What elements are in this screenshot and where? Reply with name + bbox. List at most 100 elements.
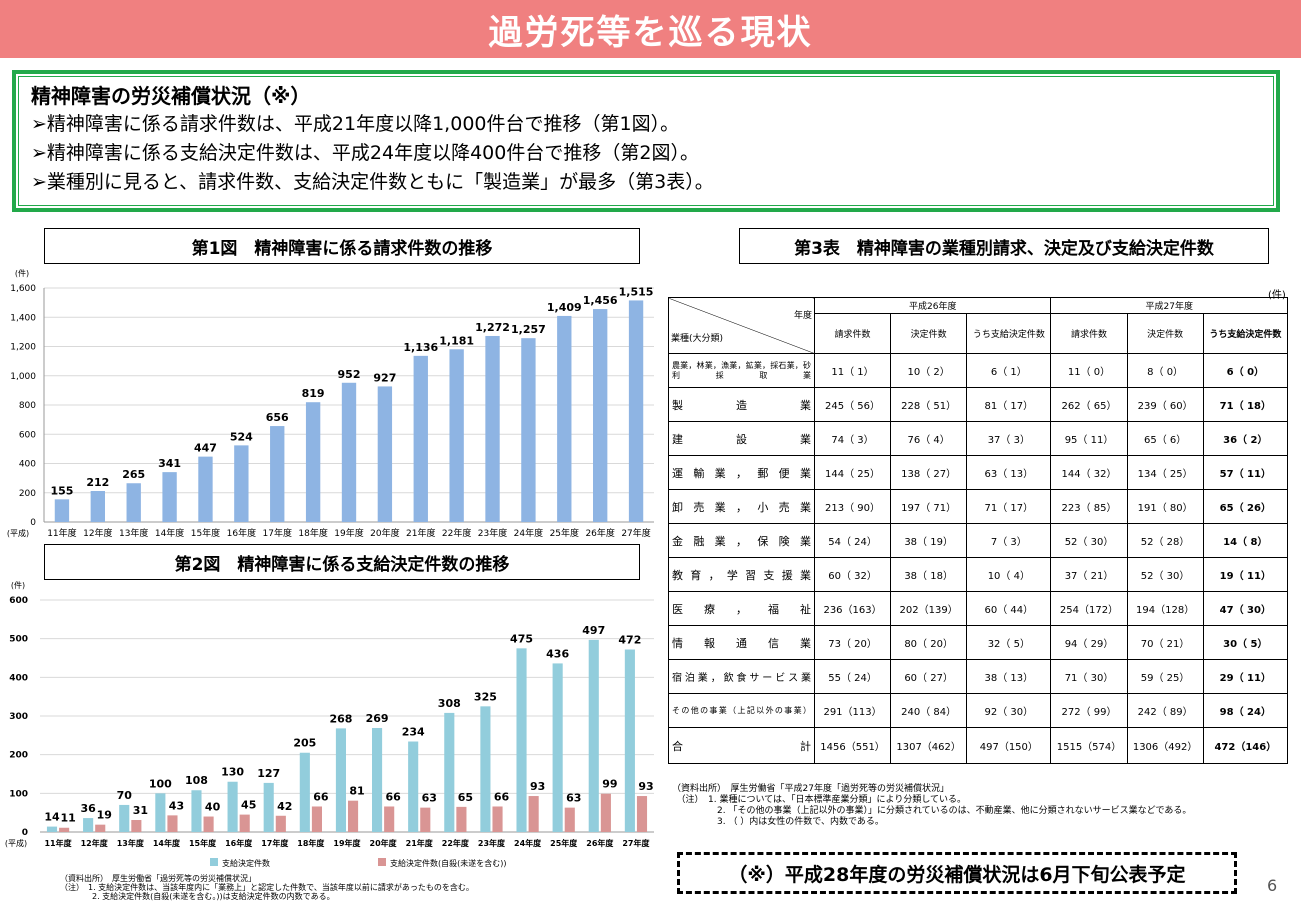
bar-series2	[528, 796, 539, 832]
table-cell: 11（ 0）	[1050, 353, 1128, 388]
y-tick-label: 200	[9, 751, 28, 761]
x-tick-label: 13年度	[119, 527, 148, 539]
legend-label: 支給決定件数(自殺(未遂を含む))	[390, 858, 506, 868]
table-cell: 建設業	[668, 421, 815, 456]
x-tick-label: 17年度	[263, 527, 292, 539]
bar-series2	[59, 827, 70, 832]
table-cell: 請求件数	[813, 313, 892, 354]
table-row: 運輸業，郵便業 144（ 25） 138（ 27） 63（ 13） 144（ 32） 13…	[668, 455, 1289, 490]
data-label: 927	[373, 371, 396, 384]
data-label: 1,257	[511, 323, 546, 336]
table-cell: 10（ 4）	[966, 557, 1052, 592]
legend-swatch	[378, 858, 386, 866]
table-cell: 59（ 25）	[1126, 659, 1204, 694]
y-tick-label: 400	[19, 460, 36, 470]
legend-swatch	[210, 858, 218, 866]
bar	[162, 472, 177, 522]
data-label: 43	[169, 799, 184, 812]
data-label: 325	[474, 690, 497, 703]
bar-series2	[384, 806, 395, 832]
y-tick-label: 500	[9, 635, 28, 645]
data-label: 66	[386, 790, 402, 803]
bar	[54, 499, 70, 522]
table-cell: 94（ 29）	[1050, 625, 1128, 660]
data-label: 1,409	[547, 301, 582, 314]
bar-series2	[95, 824, 106, 832]
data-label: 65	[458, 791, 473, 804]
x-tick-label: 12年度	[83, 527, 112, 539]
x-tick-label: 17年度	[261, 838, 289, 848]
table-cell: 14（ 8）	[1202, 523, 1289, 558]
data-label: 99	[602, 778, 617, 791]
table-cell: 卸売業，小売業	[668, 489, 815, 524]
table-cell: 228（ 51）	[890, 387, 968, 422]
data-label: 234	[402, 726, 425, 739]
table-row: 農業，林業，漁業，鉱業，採石業，砂利採取業 11（ 1） 10（ 2） 6（ 1） 11…	[668, 353, 1289, 388]
table-cell: 10（ 2）	[890, 353, 968, 388]
table-cell: 52（ 30）	[1126, 557, 1204, 592]
summary-box: 精神障害の労災補償状況（※） ➢精神障害に係る請求件数は、平成21年度以降1,0…	[12, 70, 1280, 212]
corner-industry: 業種(大分類)	[671, 333, 724, 344]
x-tick-label: 12年度	[81, 838, 109, 848]
data-label: 819	[302, 387, 325, 400]
table-cell: 1307（462）	[890, 727, 968, 764]
table-cell: 19（ 11）	[1202, 557, 1289, 592]
table-cell: 製造業	[668, 387, 815, 422]
table-cell: 54（ 24）	[813, 523, 892, 558]
data-label: 127	[257, 767, 280, 780]
table-cell: 134（ 25）	[1126, 455, 1204, 490]
bar-series2	[456, 806, 467, 832]
bar-series1	[83, 818, 94, 832]
data-label: 42	[277, 800, 292, 813]
y-tick-label: 200	[19, 489, 36, 499]
bar	[521, 338, 536, 522]
data-label: 19	[97, 809, 112, 822]
x-tick-label: 26年度	[586, 838, 614, 848]
bar-series1	[191, 790, 202, 832]
table-cell: 52（ 28）	[1126, 523, 1204, 558]
table-cell: 運輸業，郵便業	[668, 455, 815, 490]
table-row: 合計 1456（551） 1307（462） 497（150） 1515（574） 130…	[668, 727, 1289, 764]
table-cell: 1515（574）	[1050, 727, 1128, 764]
data-label: 269	[366, 712, 389, 725]
table-cell: 254（172）	[1050, 591, 1128, 626]
data-label: 45	[241, 799, 256, 812]
table-cell: 497（150）	[966, 727, 1052, 764]
table-cell: 8（ 0）	[1126, 353, 1204, 388]
bar	[90, 490, 105, 522]
y-tick-label: 0	[22, 828, 28, 838]
industry-table: 年度 業種(大分類) 平成26年度 平成27年度 請求件数 決定件数 うち支給決定件数 請求件…	[668, 297, 1289, 764]
x-tick-label: 24年度	[514, 527, 543, 539]
table-cell: 32（ 5）	[966, 625, 1052, 660]
table-cell: 38（ 18）	[890, 557, 968, 592]
x-tick-label: 20年度	[370, 838, 398, 848]
table-row: その他の事業（上記以外の事業） 291（113） 240（ 84） 92（ 30） 27…	[668, 693, 1289, 728]
x-tick-label: 18年度	[297, 838, 325, 848]
x-tick-label: 13年度	[117, 838, 145, 848]
data-label: 1,272	[475, 321, 510, 334]
data-label: 40	[205, 801, 221, 814]
table-row: 医療，福祉 236（163） 202（139） 60（ 44） 254（172） 194（…	[668, 591, 1289, 626]
table-cell: 472（146）	[1202, 727, 1289, 764]
data-label: 100	[149, 777, 172, 790]
data-label: 130	[221, 766, 244, 779]
table-cell: 71（ 17）	[966, 489, 1052, 524]
data-label: 63	[422, 792, 437, 805]
table-row: 卸売業，小売業 213（ 90） 197（ 71） 71（ 17） 223（ 85） 19…	[668, 489, 1289, 524]
bar	[557, 315, 572, 522]
data-label: 475	[510, 632, 533, 645]
data-label: 212	[86, 476, 109, 489]
data-label: 1,181	[439, 334, 474, 347]
table-cell: 74（ 3）	[813, 421, 892, 456]
data-label: 436	[546, 647, 569, 660]
x-tick-label: 22年度	[442, 527, 471, 539]
page-number: 6	[1267, 876, 1278, 895]
table-cell: 291（113）	[813, 693, 892, 728]
bar-series2	[311, 806, 322, 832]
table-cell: 7（ 3）	[966, 523, 1052, 558]
table-cell: 29（ 11）	[1202, 659, 1289, 694]
legend-label: 支給決定件数	[222, 858, 270, 868]
bar-series2	[636, 796, 648, 832]
table3-caption: 第3表 精神障害の業種別請求、決定及び支給決定件数	[739, 228, 1269, 264]
data-label: 308	[438, 697, 461, 710]
